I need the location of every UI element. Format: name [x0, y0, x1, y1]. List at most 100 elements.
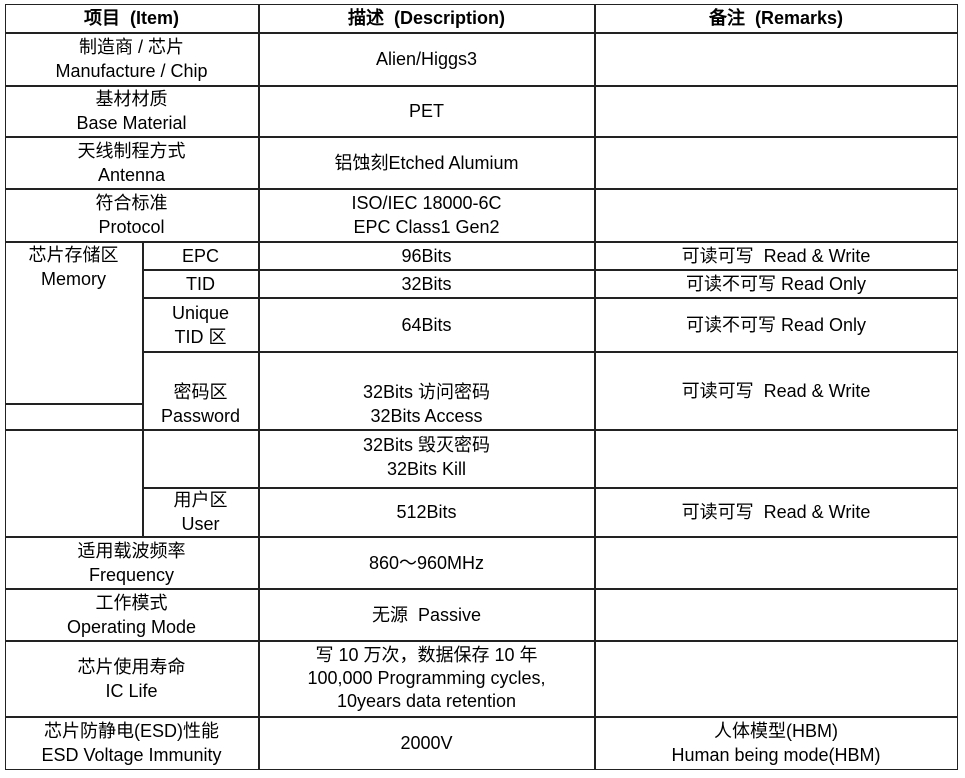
description-text: 64Bits — [401, 314, 452, 335]
remarks-protocol — [594, 188, 958, 242]
header-remarks: 备注 (Remarks) — [594, 3, 958, 33]
item-text: TID — [186, 273, 215, 294]
description-line: 100,000 Programming cycles, — [307, 668, 546, 688]
description-text: 512Bits — [396, 502, 457, 522]
description-line: ISO/IEC 18000-6C — [351, 193, 502, 213]
item-cn: 芯片存储区 — [28, 244, 119, 265]
memory-tid-label: TID — [142, 269, 259, 298]
memory-unique-tid-label: Unique TID 区 — [142, 297, 259, 352]
description-text: Alien/Higgs3 — [375, 49, 478, 69]
item-cn: 基材材质 — [95, 89, 168, 109]
memory-kill-remarks — [594, 429, 958, 488]
remarks-frequency — [594, 536, 958, 589]
item-en: Base Material — [76, 113, 187, 133]
item-en: Frequency — [88, 564, 175, 585]
header-remarks-text: 备注 (Remarks) — [708, 8, 844, 28]
item-cn: 制造商 / 芯片 — [78, 37, 184, 57]
memory-password-label: 密码区 Password — [142, 351, 259, 430]
description-text: 无源 Passive — [371, 604, 482, 625]
description-line: 32Bits 访问密码 — [362, 381, 491, 402]
memory-unique-tid-remarks: 可读不可写 Read Only — [594, 297, 958, 352]
item-en: ESD Voltage Immunity — [41, 745, 222, 765]
remarks-text: 可读不可写 Read Only — [685, 273, 867, 294]
description-base-material: PET — [258, 85, 595, 137]
description-ic-life: 写 10 万次，数据保存 10 年 100,000 Programming cyc… — [258, 640, 595, 717]
item-base-material: 基材材质 Base Material — [4, 85, 259, 137]
remarks-esd: 人体模型(HBM) Human being mode(HBM) — [594, 716, 958, 770]
header-description: 描述 (Description) — [258, 3, 595, 33]
description-frequency: 860～960MHz — [258, 536, 595, 589]
remarks-line: Human being mode(HBM) — [671, 745, 881, 765]
description-manufacture: Alien/Higgs3 — [258, 32, 595, 86]
header-item-text: 项目 (Item) — [83, 8, 179, 28]
remarks-text: 可读可写 Read & Write — [681, 245, 871, 266]
item-manufacture: 制造商 / 芯片 Manufacture / Chip — [4, 32, 259, 86]
memory-user-description: 512Bits — [258, 487, 595, 537]
memory-tid-remarks: 可读不可写 Read Only — [594, 269, 958, 298]
item-line: TID 区 — [174, 326, 227, 347]
remarks-ic-life — [594, 640, 958, 717]
item-en: Manufacture / Chip — [55, 61, 208, 81]
remarks-line: 人体模型(HBM) — [714, 721, 838, 741]
memory-unique-tid-description: 64Bits — [258, 297, 595, 352]
description-line: 32Bits Kill — [386, 458, 467, 479]
description-protocol: ISO/IEC 18000-6C EPC Class1 Gen2 — [258, 188, 595, 242]
memory-password-remarks: 可读可写 Read & Write — [594, 351, 958, 430]
description-line: EPC Class1 Gen2 — [353, 217, 500, 237]
description-text: 2000V — [400, 733, 453, 753]
description-text: 铝蚀刻Etched Alumium — [334, 152, 519, 173]
remarks-manufacture — [594, 32, 958, 86]
description-line: 32Bits 毁灭密码 — [362, 434, 491, 455]
item-operating-mode: 工作模式 Operating Mode — [4, 588, 259, 641]
memory-epc-remarks: 可读可写 Read & Write — [594, 241, 958, 270]
memory-password-description: 32Bits 访问密码 32Bits Access — [258, 351, 595, 430]
memory-user-remarks: 可读可写 Read & Write — [594, 487, 958, 537]
remarks-operating-mode — [594, 588, 958, 641]
description-text: 96Bits — [401, 245, 452, 266]
remarks-base-material — [594, 85, 958, 137]
item-line: Unique — [171, 302, 230, 323]
description-line: 10years data retention — [336, 691, 517, 711]
item-en: IC Life — [105, 680, 158, 701]
description-text: 860～960MHz — [368, 552, 485, 573]
memory-kill-label — [142, 429, 259, 488]
item-cn: 符合标准 — [95, 193, 168, 213]
description-line: 32Bits Access — [370, 405, 483, 426]
memory-epc-description: 96Bits — [258, 241, 595, 270]
item-memory: 芯片存储区 Memory — [4, 241, 143, 404]
item-cn: 工作模式 — [95, 592, 168, 613]
description-line: 写 10 万次，数据保存 10 年 — [315, 645, 538, 665]
item-cn: 天线制程方式 — [77, 140, 186, 161]
remarks-text: 可读可写 Read & Write — [681, 380, 871, 401]
item-protocol: 符合标准 Protocol — [4, 188, 259, 242]
memory-tid-description: 32Bits — [258, 269, 595, 298]
item-cn: 芯片使用寿命 — [77, 656, 186, 677]
description-operating-mode: 无源 Passive — [258, 588, 595, 641]
item-en: Antenna — [97, 164, 166, 185]
item-en: Password — [160, 405, 241, 426]
description-antenna: 铝蚀刻Etched Alumium — [258, 136, 595, 189]
description-text: 32Bits — [401, 273, 452, 294]
memory-epc-label: EPC — [142, 241, 259, 270]
item-en: User — [181, 514, 220, 534]
description-esd: 2000V — [258, 716, 595, 770]
header-description-text: 描述 (Description) — [347, 8, 505, 28]
description-text: PET — [408, 101, 444, 121]
memory-empty-cell — [4, 403, 143, 430]
memory-user-label: 用户区 User — [142, 487, 259, 537]
remarks-antenna — [594, 136, 958, 189]
item-antenna: 天线制程方式 Antenna — [4, 136, 259, 189]
remarks-text: 可读不可写 Read Only — [685, 314, 867, 335]
item-esd: 芯片防静电(ESD)性能 ESD Voltage Immunity — [4, 716, 259, 770]
item-text: EPC — [181, 245, 219, 266]
item-cn: 芯片防静电(ESD)性能 — [44, 721, 219, 741]
item-cn: 适用载波频率 — [77, 540, 186, 561]
remarks-text: 可读可写 Read & Write — [681, 502, 871, 522]
item-frequency: 适用载波频率 Frequency — [4, 536, 259, 589]
item-en: Memory — [40, 268, 106, 289]
item-en: Protocol — [98, 217, 165, 237]
memory-empty-cell — [4, 429, 143, 537]
item-ic-life: 芯片使用寿命 IC Life — [4, 640, 259, 717]
header-item: 项目 (Item) — [4, 3, 259, 33]
